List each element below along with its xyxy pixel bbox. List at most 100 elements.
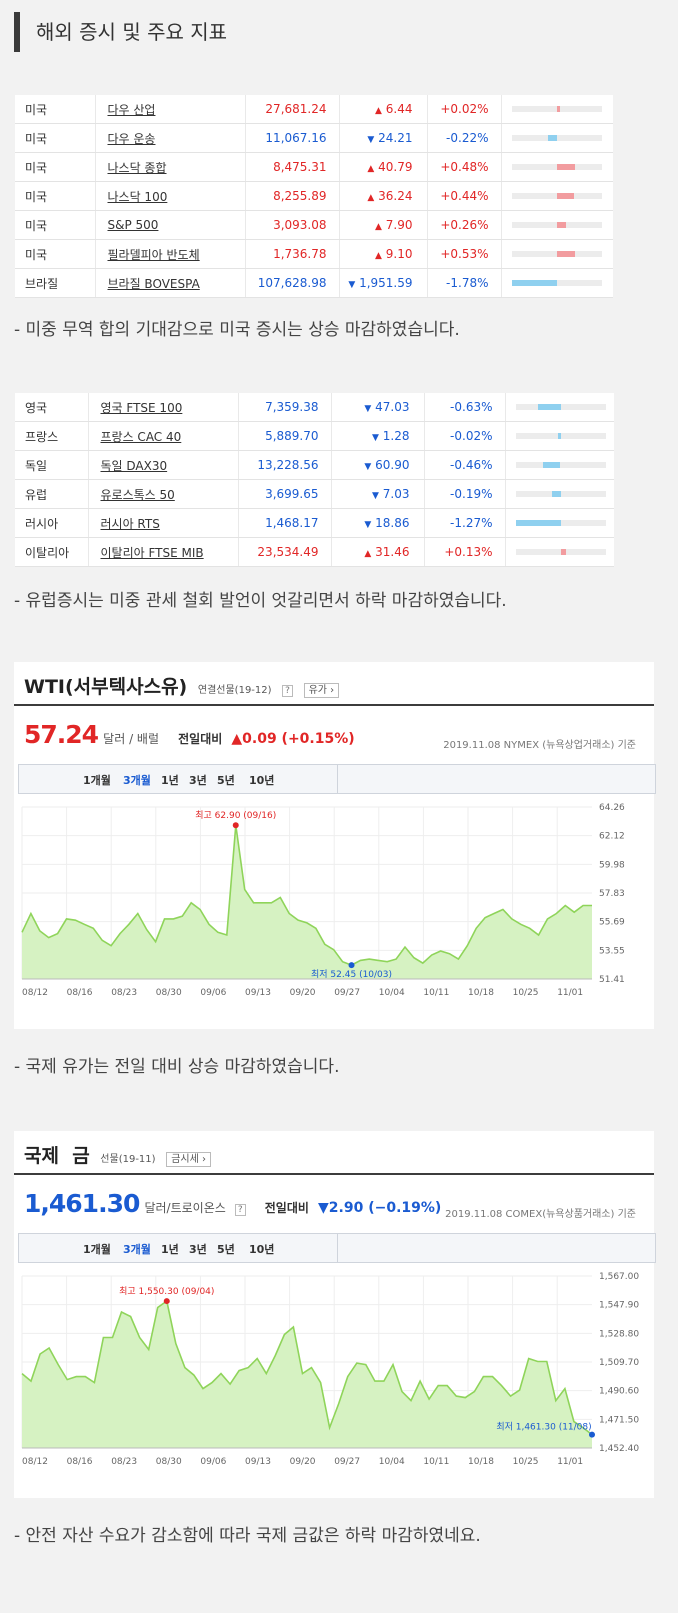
bar-cell bbox=[504, 479, 614, 509]
tab-3y[interactable]: 3년 bbox=[189, 774, 207, 787]
gold-price: 1,461.30 bbox=[24, 1189, 140, 1218]
percent-cell: -1.78% bbox=[426, 268, 501, 298]
index-name-link[interactable]: S&P 500 bbox=[94, 210, 245, 240]
wti-prev-label: 전일대비 bbox=[178, 732, 223, 746]
x-tick-label: 11/01 bbox=[557, 1457, 583, 1467]
eu-index-table: 영국 영국 FTSE 100 7,359.38 ▼ 47.03 -0.63% 프랑스 프랑스… bbox=[15, 393, 614, 567]
price-cell: 7,359.38 bbox=[237, 393, 331, 422]
percent-cell: -0.46% bbox=[423, 450, 505, 480]
change-bar bbox=[556, 251, 576, 257]
wti-chart-panel: WTI(서부텍사스유) 연결선물(19-12) ? 유가 › 57.24 달러 … bbox=[14, 662, 656, 1029]
tab-separator bbox=[337, 765, 338, 793]
index-name-link[interactable]: 브라질 BOVESPA bbox=[94, 268, 245, 298]
table-row: 독일 독일 DAX30 13,228.56 ▼ 60.90 -0.46% bbox=[15, 450, 614, 480]
x-tick-label: 09/27 bbox=[334, 1457, 360, 1467]
change-cell: ▼ 18.86 bbox=[330, 508, 424, 538]
change-bar-track bbox=[511, 106, 602, 112]
x-tick-label: 09/20 bbox=[290, 988, 316, 998]
tab-10y[interactable]: 10년 bbox=[249, 774, 275, 787]
price-cell: 8,475.31 bbox=[244, 152, 339, 182]
percent-cell: +0.48% bbox=[426, 152, 501, 182]
change-value: 1.28 bbox=[382, 429, 410, 443]
index-name-link[interactable]: 나스닥 종합 bbox=[94, 152, 245, 182]
index-name-link[interactable]: 다우 산업 bbox=[94, 95, 245, 124]
country-cell: 미국 bbox=[15, 239, 95, 269]
index-name-link[interactable]: 프랑스 CAC 40 bbox=[87, 421, 238, 451]
price-cell: 3,699.65 bbox=[237, 479, 331, 509]
y-tick-label: 1,528.80 bbox=[599, 1329, 639, 1339]
percent-cell: +0.02% bbox=[426, 95, 501, 124]
change-value: 60.90 bbox=[375, 458, 410, 472]
tab-1m[interactable]: 1개월 bbox=[83, 1243, 111, 1256]
table-row: 미국 S&P 500 3,093.08 ▲ 7.90 +0.26% bbox=[15, 210, 613, 240]
oil-area bbox=[22, 825, 592, 979]
change-cell: ▲ 9.10 bbox=[338, 239, 427, 269]
x-tick-label: 10/04 bbox=[379, 1457, 405, 1467]
tab-10y[interactable]: 10년 bbox=[249, 1243, 275, 1256]
change-value: 36.24 bbox=[378, 189, 413, 203]
gold-prev-label: 전일대비 bbox=[264, 1201, 309, 1215]
index-name-link[interactable]: 나스닥 100 bbox=[94, 181, 245, 211]
us-market-note: - 미중 무역 합의 기대감으로 미국 증시는 상승 마감하였습니다. bbox=[14, 320, 460, 340]
gold-help-icon[interactable]: ? bbox=[234, 1204, 246, 1216]
y-tick-label: 51.41 bbox=[599, 975, 625, 985]
tab-5y[interactable]: 5년 bbox=[217, 774, 235, 787]
gold-line bbox=[21, 1299, 593, 1436]
gold-price-row: 1,461.30 달러/트로이온스 ? 전일대비 ▼2.90 (−0.19%) bbox=[24, 1189, 441, 1218]
bar-cell bbox=[504, 421, 614, 451]
table-row: 미국 필라델피아 반도체 1,736.78 ▲ 9.10 +0.53% bbox=[15, 239, 613, 269]
change-bar-track bbox=[511, 280, 602, 286]
y-tick-label: 59.98 bbox=[599, 860, 625, 870]
change-bar-track bbox=[511, 164, 602, 170]
country-cell: 이탈리아 bbox=[15, 537, 88, 567]
x-tick-label: 08/12 bbox=[22, 988, 48, 998]
x-tick-label: 08/30 bbox=[156, 988, 182, 998]
price-cell: 1,468.17 bbox=[237, 508, 331, 538]
change-bar bbox=[556, 193, 574, 199]
change-bar bbox=[556, 106, 560, 112]
price-cell: 8,255.89 bbox=[244, 181, 339, 211]
table-row: 브라질 브라질 BOVESPA 107,628.98 ▼ 1,951.59 -1.78% bbox=[15, 268, 613, 298]
index-name-link[interactable]: 다우 운송 bbox=[94, 123, 245, 153]
wti-min-label: 최저 52.45 (10/03) bbox=[311, 969, 392, 980]
oil-price-button[interactable]: 유가 › bbox=[303, 683, 340, 698]
index-name-link[interactable]: 독일 DAX30 bbox=[87, 450, 238, 480]
gold-max-point bbox=[163, 1298, 170, 1305]
y-tick-label: 55.69 bbox=[599, 918, 625, 928]
tab-1y[interactable]: 1년 bbox=[161, 1243, 179, 1256]
tab-5y[interactable]: 5년 bbox=[217, 1243, 235, 1256]
bar-cell bbox=[500, 95, 613, 124]
wti-price-chart: 64.26 62.12 59.98 57.83 55.69 53.55 51.41 08/12… bbox=[21, 803, 625, 998]
index-name-link[interactable]: 이탈리아 FTSE MIB bbox=[87, 537, 238, 567]
table-row: 프랑스 프랑스 CAC 40 5,889.70 ▼ 1.28 -0.02% bbox=[15, 421, 614, 451]
gold-title-row: 국제 금 선물(19-11) 금시세 › bbox=[24, 1141, 211, 1168]
tab-3y[interactable]: 3년 bbox=[189, 1243, 207, 1256]
country-cell: 유럽 bbox=[15, 479, 88, 509]
tab-1y[interactable]: 1년 bbox=[161, 774, 179, 787]
gold-note: - 안전 자산 수요가 감소함에 따라 국제 금값은 하락 마감하였네요. bbox=[14, 1526, 481, 1546]
gold-source: 2019.11.08 COMEX(뉴욕상품거래소) 기준 bbox=[445, 1209, 636, 1220]
y-tick-label: 1,547.90 bbox=[599, 1301, 639, 1311]
gold-price-button[interactable]: 금시세 › bbox=[166, 1152, 211, 1167]
change-bar bbox=[538, 404, 561, 410]
tab-3m[interactable]: 3개월 bbox=[123, 1243, 151, 1256]
country-cell: 미국 bbox=[15, 152, 95, 182]
y-tick-label: 1,471.50 bbox=[599, 1415, 639, 1425]
x-tick-label: 10/18 bbox=[468, 988, 494, 998]
index-name-link[interactable]: 필라델피아 반도체 bbox=[94, 239, 245, 269]
change-bar-track bbox=[511, 193, 602, 199]
index-name-link[interactable]: 러시아 RTS bbox=[87, 508, 238, 538]
tab-3m[interactable]: 3개월 bbox=[123, 774, 151, 787]
gold-price-chart: 1,567.00 1,547.90 1,528.80 1,509.70 1,490.60… bbox=[21, 1272, 639, 1467]
wti-help-icon[interactable]: ? bbox=[282, 685, 293, 697]
y-tick-label: 64.26 bbox=[599, 803, 625, 813]
index-name-link[interactable]: 유로스톡스 50 bbox=[87, 479, 238, 509]
change-value: 1,951.59 bbox=[359, 276, 413, 290]
down-arrow-icon: ▼ bbox=[364, 404, 372, 414]
x-tick-label: 08/12 bbox=[22, 1457, 48, 1467]
table-row: 이탈리아 이탈리아 FTSE MIB 23,534.49 ▲ 31.46 +0.13% bbox=[15, 537, 614, 567]
country-cell: 독일 bbox=[15, 450, 88, 480]
down-arrow-icon: ▼ bbox=[364, 462, 372, 472]
index-name-link[interactable]: 영국 FTSE 100 bbox=[87, 393, 238, 422]
tab-1m[interactable]: 1개월 bbox=[83, 774, 111, 787]
